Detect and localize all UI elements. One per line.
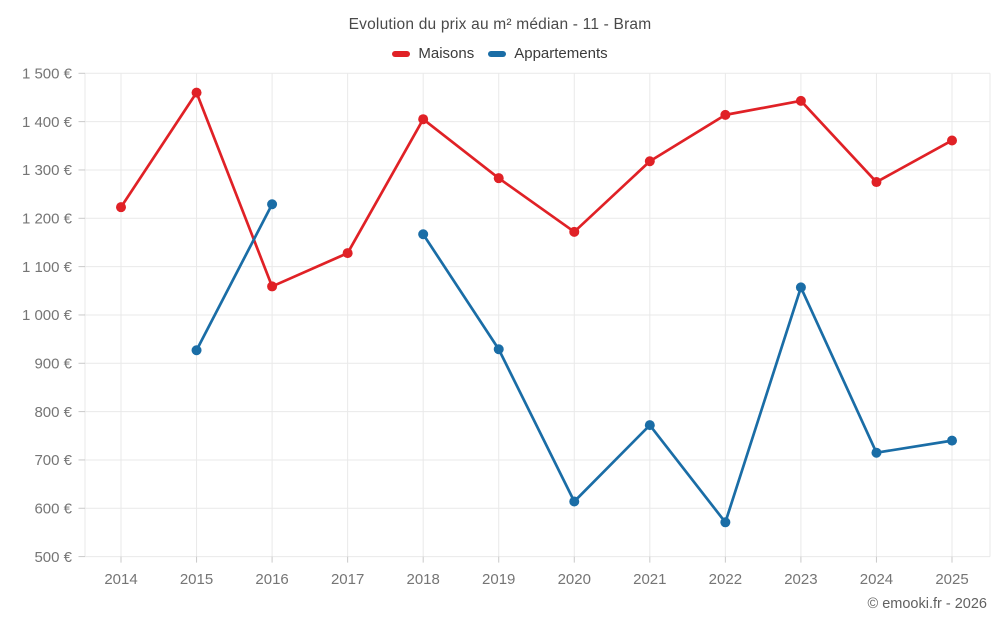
appartements-point-2025[interactable] bbox=[947, 435, 957, 446]
maisons-point-2017[interactable] bbox=[342, 248, 353, 259]
x-tick-label: 2020 bbox=[558, 571, 591, 588]
maisons-point-2018[interactable] bbox=[418, 114, 429, 125]
legend-label-maisons: Maisons bbox=[418, 45, 475, 62]
appartements-line bbox=[421, 232, 954, 524]
appartements-point-2016[interactable] bbox=[267, 199, 278, 210]
x-tick-label: 2014 bbox=[104, 571, 137, 588]
maisons-point-2019[interactable] bbox=[493, 173, 504, 184]
appartements-point-2019[interactable] bbox=[493, 344, 504, 355]
y-tick-label: 1 500 € bbox=[22, 66, 73, 83]
appartements-point-2015[interactable] bbox=[191, 345, 202, 356]
x-tick-label: 2018 bbox=[406, 571, 439, 588]
x-tick-label: 2024 bbox=[860, 571, 893, 588]
y-tick-label: 1 000 € bbox=[22, 307, 73, 324]
x-tick-label: 2017 bbox=[331, 571, 364, 588]
y-tick-label: 1 300 € bbox=[22, 162, 73, 179]
maisons-point-2025[interactable] bbox=[947, 135, 957, 146]
y-tick-label: 500 € bbox=[34, 549, 72, 566]
appartements-point-2021[interactable] bbox=[644, 420, 655, 431]
appartements-color-swatch-icon bbox=[488, 50, 507, 57]
maisons-point-2016[interactable] bbox=[267, 281, 278, 292]
x-tick-label: 2016 bbox=[255, 571, 288, 588]
appartements-line bbox=[195, 202, 274, 352]
maisons-point-2022[interactable] bbox=[720, 109, 731, 120]
maisons-point-2023[interactable] bbox=[795, 95, 806, 106]
chart-legend: Maisons Appartements bbox=[0, 45, 1000, 62]
legend-item-maisons[interactable]: Maisons bbox=[392, 45, 474, 62]
y-tick-label: 700 € bbox=[34, 452, 72, 469]
maisons-point-2015[interactable] bbox=[191, 87, 202, 98]
x-tick-label: 2019 bbox=[482, 571, 515, 588]
y-tick-label: 900 € bbox=[34, 355, 72, 372]
x-tick-label: 2021 bbox=[633, 571, 666, 588]
maisons-color-swatch-icon bbox=[392, 50, 411, 57]
y-tick-label: 600 € bbox=[34, 500, 72, 517]
chart-title: Evolution du prix au m² médian - 11 - Br… bbox=[348, 16, 652, 33]
y-tick-label: 1 100 € bbox=[22, 259, 73, 276]
maisons-point-2024[interactable] bbox=[871, 177, 882, 188]
y-tick-label: 1 200 € bbox=[22, 210, 73, 227]
y-tick-label: 1 400 € bbox=[22, 114, 73, 131]
appartements-point-2020[interactable] bbox=[569, 496, 580, 507]
appartements-point-2022[interactable] bbox=[720, 517, 731, 528]
maisons-point-2021[interactable] bbox=[644, 156, 655, 167]
legend-label-appartements: Appartements bbox=[514, 45, 608, 62]
x-tick-label: 2022 bbox=[709, 571, 742, 588]
x-tick-label: 2015 bbox=[180, 571, 213, 588]
y-tick-label: 800 € bbox=[34, 404, 72, 421]
x-tick-label: 2025 bbox=[935, 571, 968, 588]
x-tick-label: 2023 bbox=[784, 571, 817, 588]
appartements-point-2024[interactable] bbox=[871, 447, 882, 458]
copyright-attribution: © emooki.fr - 2026 bbox=[867, 596, 987, 612]
maisons-line bbox=[119, 91, 954, 288]
maisons-point-2020[interactable] bbox=[569, 226, 580, 237]
appartements-point-2018[interactable] bbox=[418, 229, 429, 240]
legend-item-appartements[interactable]: Appartements bbox=[488, 45, 608, 62]
maisons-point-2014[interactable] bbox=[116, 202, 126, 213]
appartements-point-2023[interactable] bbox=[795, 282, 806, 293]
